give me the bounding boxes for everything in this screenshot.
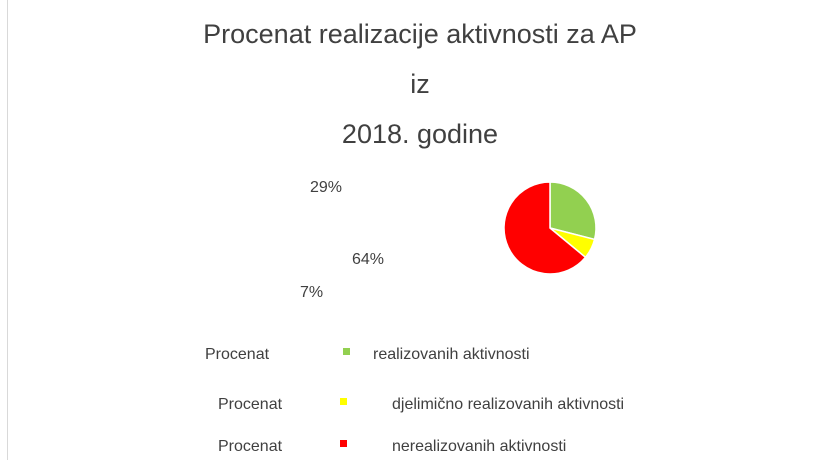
legend-marker — [340, 440, 347, 447]
chart-title: iz — [410, 69, 430, 99]
pie-slice — [549, 181, 597, 241]
chart-title: Procenat realizacije aktivnosti za AP — [203, 19, 637, 49]
legend-label: Procenat — [218, 396, 283, 413]
legend-label: djelimično realizovanih aktivnosti — [392, 396, 624, 413]
legend-marker — [343, 348, 350, 355]
legend-label: Procenat — [205, 346, 270, 363]
legend-label: nerealizovanih aktivnosti — [392, 438, 566, 455]
data-label: 64% — [352, 251, 384, 268]
data-label: 29% — [310, 179, 342, 196]
pie-slice — [503, 181, 587, 275]
legend-label: realizovanih aktivnosti — [373, 346, 530, 363]
legend-marker — [340, 398, 347, 405]
legend-label: Procenat — [218, 438, 283, 455]
chart-title: 2018. godine — [342, 119, 498, 149]
data-label: 7% — [300, 284, 323, 301]
